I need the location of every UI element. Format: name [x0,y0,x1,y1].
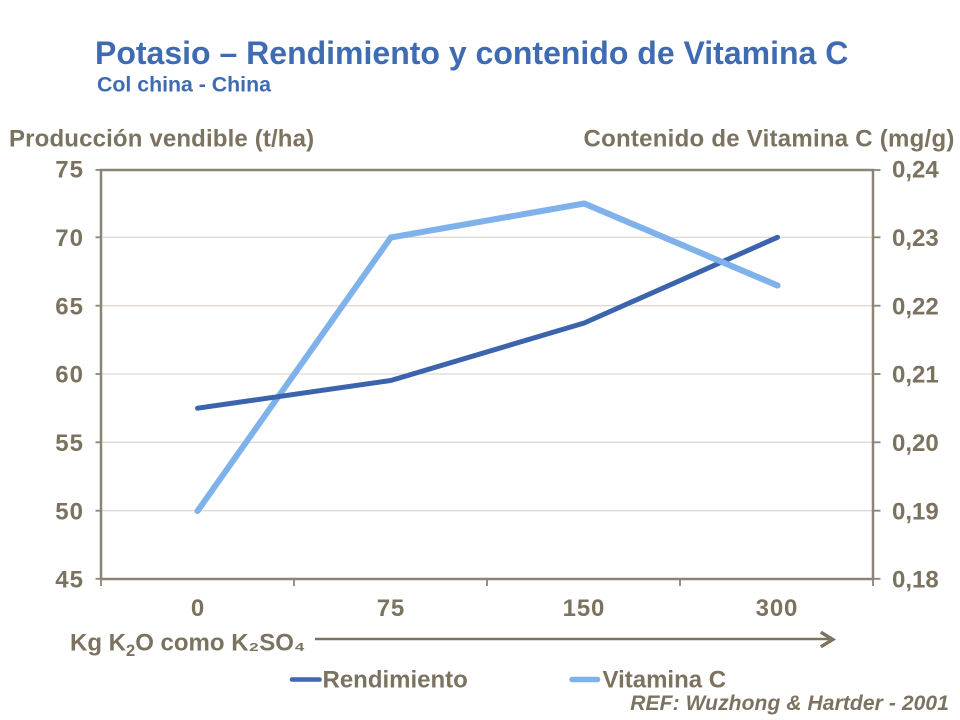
svg-text:300: 300 [756,595,798,622]
svg-text:150: 150 [563,595,605,622]
svg-text:65: 65 [55,293,84,320]
svg-text:Col china - China: Col china - China [97,73,271,97]
svg-text:Vitamina C: Vitamina C [603,667,727,694]
svg-text:0,23: 0,23 [892,225,939,252]
svg-text:REF: Wuzhong & Hartder - 2001: REF: Wuzhong & Hartder - 2001 [630,692,949,715]
svg-text:0: 0 [191,595,205,622]
svg-text:45: 45 [55,566,84,593]
svg-text:50: 50 [55,498,84,525]
svg-text:75: 75 [55,157,84,184]
svg-text:0,20: 0,20 [892,430,939,457]
svg-text:Potasio – Rendimiento y conten: Potasio – Rendimiento y contenido de Vit… [95,35,848,71]
svg-text:Rendimiento: Rendimiento [323,667,468,694]
svg-text:Producción vendible (t/ha): Producción vendible (t/ha) [9,126,314,153]
svg-text:Kg K2O como K₂SO₄: Kg K2O como K₂SO₄ [70,630,305,661]
svg-text:0,21: 0,21 [892,362,939,389]
svg-text:75: 75 [377,595,405,622]
svg-text:70: 70 [55,225,84,252]
svg-text:60: 60 [55,362,84,389]
svg-text:0,24: 0,24 [892,157,939,184]
svg-text:Contenido de Vitamina C (mg/g): Contenido de Vitamina C (mg/g) [584,126,955,153]
svg-text:55: 55 [55,430,84,457]
svg-text:0,18: 0,18 [892,566,939,593]
svg-text:0,22: 0,22 [892,293,939,320]
svg-text:0,19: 0,19 [892,498,939,525]
